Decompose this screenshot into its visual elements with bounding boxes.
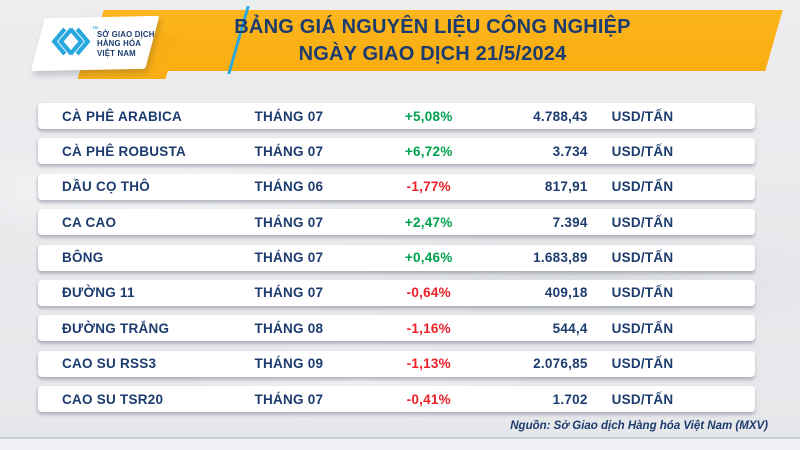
table-row: BÔNG THÁNG 07 +0,46% 1.683,89 USD/TẤN [38, 244, 755, 271]
commodity-name: ĐƯỜNG 11 [62, 285, 135, 301]
percent-change: -1,77% [406, 179, 451, 195]
mxv-chevrons-icon: TM [50, 25, 98, 61]
price-unit: USD/TẤN [611, 320, 674, 336]
table-row: CAO SU TSR20 THÁNG 07 -0,41% 1.702 USD/T… [38, 386, 755, 413]
logo-text-line1: SỞ GIAO DỊCH [97, 29, 155, 39]
price-value: 4.788,43 [533, 108, 588, 124]
contract-month: THÁNG 07 [254, 214, 324, 230]
source-note: Nguồn: Sở Giao dịch Hàng hóa Việt Nam (M… [510, 420, 768, 432]
contract-month: THÁNG 07 [254, 250, 324, 266]
commodity-name: CA CAO [62, 214, 117, 230]
contract-month: THÁNG 07 [254, 143, 324, 159]
mxv-logo: TM SỞ GIAO DỊCH HÀNG HÓA VIỆT NAM [50, 23, 156, 65]
contract-month: THÁNG 08 [254, 320, 324, 336]
percent-change: -1,13% [406, 356, 451, 372]
price-value: 2.076,85 [533, 356, 588, 372]
table-row: CAO SU RSS3 THÁNG 09 -1,13% 2.076,85 USD… [38, 350, 755, 377]
logo-text: SỞ GIAO DỊCH HÀNG HÓA VIỆT NAM [97, 30, 155, 59]
price-value: 409,18 [544, 285, 588, 301]
table-row: CÀ PHÊ ARABICA THÁNG 07 +5,08% 4.788,43 … [38, 103, 755, 129]
price-unit: USD/TẤN [611, 391, 674, 407]
contract-month: THÁNG 07 [254, 285, 324, 301]
commodity-name: CÀ PHÊ ROBUSTA [62, 143, 187, 159]
commodity-name: ĐƯỜNG TRẮNG [62, 320, 170, 336]
price-unit: USD/TẤN [611, 179, 674, 195]
title-line2: NGÀY GIAO DỊCH 21/5/2024 [298, 43, 567, 65]
price-value: 3.734 [552, 143, 588, 159]
price-value: 817,91 [544, 179, 588, 195]
title-line1: BẢNG GIÁ NGUYÊN LIỆU CÔNG NGHIỆP [234, 16, 631, 38]
percent-change: +2,47% [404, 214, 453, 230]
table-row: ĐƯỜNG 11 THÁNG 07 -0,64% 409,18 USD/TẤN [38, 279, 755, 306]
price-table: CÀ PHÊ ARABICA THÁNG 07 +5,08% 4.788,43 … [38, 103, 755, 422]
table-row: ĐƯỜNG TRẮNG THÁNG 08 -1,16% 544,4 USD/TẤ… [38, 315, 755, 342]
contract-month: THÁNG 07 [254, 108, 324, 124]
percent-change: -0,41% [406, 391, 451, 407]
contract-month: THÁNG 06 [254, 179, 324, 195]
percent-change: -0,64% [406, 285, 451, 301]
price-value: 1.683,89 [533, 250, 588, 266]
price-value: 1.702 [552, 391, 588, 407]
commodity-name: CAO SU TSR20 [62, 391, 164, 407]
table-row: CÀ PHÊ ROBUSTA THÁNG 07 +6,72% 3.734 USD… [38, 138, 755, 165]
price-unit: USD/TẤN [611, 214, 674, 230]
price-unit: USD/TẤN [611, 108, 674, 124]
bottom-frame-line [0, 437, 800, 450]
price-value: 7.394 [552, 214, 588, 230]
price-unit: USD/TẤN [611, 356, 674, 372]
commodity-name: BÔNG [62, 250, 104, 266]
percent-change: +6,72% [404, 143, 453, 159]
logo-text-line2: HÀNG HÓA [97, 39, 142, 49]
contract-month: THÁNG 09 [254, 356, 324, 372]
trademark-symbol: TM [92, 25, 98, 30]
price-unit: USD/TẤN [611, 250, 674, 266]
percent-change: +5,08% [404, 108, 453, 124]
percent-change: -1,16% [406, 320, 451, 336]
price-value: 544,4 [552, 320, 588, 336]
commodity-name: CÀ PHÊ ARABICA [62, 108, 183, 124]
contract-month: THÁNG 07 [254, 391, 324, 407]
percent-change: +0,46% [404, 250, 453, 266]
page-title: BẢNG GIÁ NGUYÊN LIỆU CÔNG NGHIỆP NGÀY GI… [160, 14, 705, 68]
table-row: CA CAO THÁNG 07 +2,47% 7.394 USD/TẤN [38, 209, 755, 236]
price-unit: USD/TẤN [611, 143, 674, 159]
logo-text-line3: VIỆT NAM [97, 48, 136, 58]
commodity-name: DẦU CỌ THÔ [62, 179, 150, 195]
table-row: DẦU CỌ THÔ THÁNG 06 -1,77% 817,91 USD/TẤ… [38, 173, 755, 200]
commodity-name: CAO SU RSS3 [62, 356, 157, 372]
price-unit: USD/TẤN [611, 285, 674, 301]
